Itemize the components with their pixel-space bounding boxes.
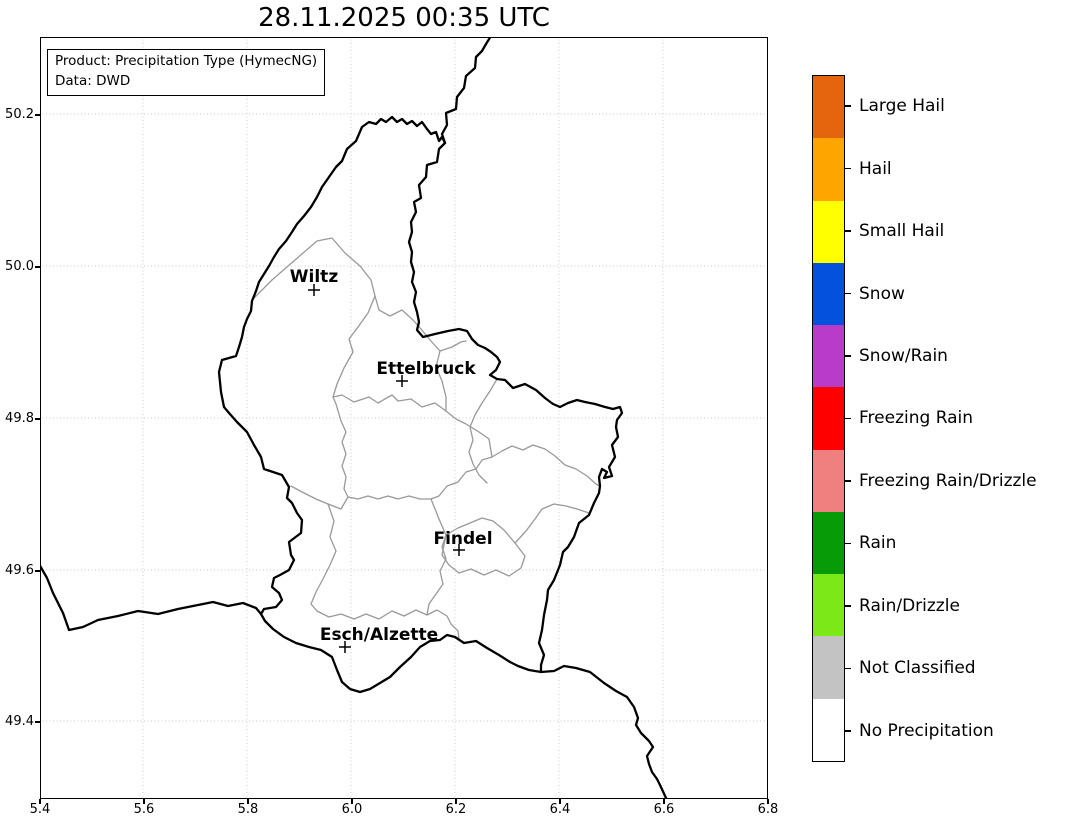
y-tick (35, 570, 40, 572)
legend-label: Freezing Rain/Drizzle (859, 470, 1037, 491)
legend-row: Rain/Drizzle (845, 575, 1071, 637)
legend-row: No Precipitation (845, 700, 1071, 762)
y-tick (35, 114, 40, 116)
y-tick (35, 721, 40, 723)
colorbar-segment (813, 636, 844, 699)
city-marker-esch (339, 641, 352, 654)
city-labels: Wiltz Ettelbruck Findel Esch/Alzette (290, 267, 493, 645)
colorbar-segment (813, 511, 844, 575)
legend-row: Hail (845, 137, 1071, 199)
x-tick-label: 6.4 (549, 802, 571, 817)
luxembourg-map: Wiltz Ettelbruck Findel Esch/Alzette (41, 38, 767, 798)
city-label-esch: Esch/Alzette (320, 625, 438, 645)
x-tick-label: 5.8 (237, 802, 259, 817)
border-north-segment (441, 38, 492, 145)
legend-tick (845, 167, 851, 170)
x-tick-label: 6.6 (653, 802, 675, 817)
legend-label: Snow (859, 283, 905, 304)
legend-tick (845, 667, 851, 670)
x-tick-label: 5.4 (29, 802, 51, 817)
colorbar-segment (813, 574, 844, 637)
y-tick-label: 49.4 (5, 714, 34, 729)
legend-row: Freezing Rain/Drizzle (845, 450, 1071, 512)
data-source-line: Data: DWD (55, 72, 131, 89)
city-markers (308, 284, 466, 654)
city-label-findel: Findel (434, 529, 493, 549)
city-label-wiltz: Wiltz (290, 267, 339, 287)
x-tick (455, 799, 457, 804)
y-tick (35, 418, 40, 420)
legend-tick (845, 730, 851, 732)
map-plot-area: Wiltz Ettelbruck Findel Esch/Alzette (40, 37, 768, 799)
legend-label: No Precipitation (859, 720, 994, 741)
legend-tick (845, 355, 851, 357)
map-title: 28.11.2025 00:35 UTC (258, 3, 550, 33)
city-marker-wiltz (308, 284, 321, 297)
x-tick-label: 6.8 (757, 802, 779, 817)
legend-label: Rain/Drizzle (859, 595, 960, 616)
country-borders (41, 38, 668, 798)
legend-label: Small Hail (859, 221, 945, 242)
legend-row: Large Hail (845, 75, 1071, 137)
x-tick (247, 799, 249, 804)
legend-label: Hail (859, 158, 892, 179)
precipitation-type-colorbar (812, 75, 845, 762)
legend-label: Snow/Rain (859, 346, 948, 367)
x-tick (663, 799, 665, 804)
legend-label: Large Hail (859, 96, 945, 117)
district-borders (253, 237, 602, 641)
y-tick-label: 49.8 (5, 411, 34, 426)
legend-row: Freezing Rain (845, 387, 1071, 449)
legend-tick (845, 292, 851, 295)
product-info-box: Product: Precipitation Type (HymecNG) Da… (47, 49, 326, 97)
legend-label: Not Classified (859, 658, 976, 679)
x-tick (767, 799, 769, 804)
x-axis: 5.4 5.6 5.8 6.0 6.2 6.4 6.6 6.8 (30, 802, 779, 818)
x-tick-label: 6.0 (341, 802, 363, 817)
legend-label: Rain (859, 533, 897, 554)
legend-tick (845, 105, 851, 107)
legend-tick (845, 605, 851, 607)
city-marker-findel (453, 544, 466, 557)
legend-tick (845, 480, 851, 482)
border-luxembourg (218, 116, 624, 694)
x-tick-label: 6.2 (445, 802, 467, 817)
colorbar-segment (813, 262, 844, 326)
x-tick (39, 799, 41, 804)
city-label-ettelbruck: Ettelbruck (377, 359, 477, 379)
grid-lines (41, 38, 767, 798)
colorbar-legend: Large Hail Hail Small Hail Snow Snow/Rai… (845, 75, 1071, 762)
y-tick-label: 50.0 (5, 259, 34, 274)
x-tick (559, 799, 561, 804)
legend-row: Snow (845, 262, 1071, 324)
colorbar-segment (813, 449, 844, 512)
legend-row: Not Classified (845, 637, 1071, 699)
legend-row: Rain (845, 512, 1071, 574)
border-southwest-segment (41, 564, 263, 632)
legend-row: Small Hail (845, 200, 1071, 262)
legend-tick (845, 542, 851, 545)
city-marker-ettelbruck (396, 375, 409, 388)
colorbar-segment (813, 200, 844, 263)
x-tick (351, 799, 353, 804)
colorbar-segment (813, 138, 844, 201)
legend-tick (845, 417, 851, 420)
x-tick-label: 5.6 (133, 802, 155, 817)
y-tick-label: 49.6 (5, 563, 34, 578)
border-southeast-segment (540, 665, 668, 798)
y-tick-label: 50.2 (5, 107, 34, 122)
legend-label: Freezing Rain (859, 408, 974, 429)
y-tick (35, 266, 40, 268)
colorbar-segment (813, 387, 844, 450)
colorbar-segment (813, 698, 844, 761)
product-line: Product: Precipitation Type (HymecNG) (55, 53, 318, 69)
colorbar-segment (813, 76, 844, 139)
x-tick (143, 799, 145, 804)
legend-row: Snow/Rain (845, 325, 1071, 387)
colorbar-segment (813, 325, 844, 388)
legend-tick (845, 230, 851, 232)
